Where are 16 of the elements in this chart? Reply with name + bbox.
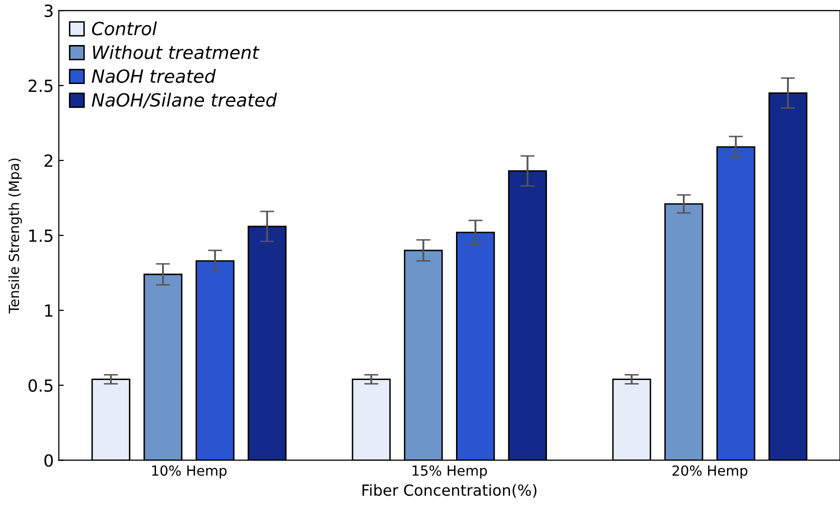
x-tick-label: 20% Hemp	[672, 465, 748, 479]
y-tick-label: 3	[44, 4, 53, 18]
y-tick-label: 1	[45, 304, 52, 317]
legend-label: NaOH treated	[92, 69, 216, 83]
y-tick-label: 2	[44, 154, 52, 167]
x-tick-label: 15% Hemp	[412, 465, 487, 479]
y-tick-label: 2.5	[28, 79, 52, 92]
y-tick-label: 0.5	[28, 379, 52, 392]
y-tick-label: 1.5	[29, 230, 52, 242]
legend-label: Without treatment	[93, 45, 260, 60]
y-tick-label: 0	[44, 454, 53, 467]
x-axis-title: Fiber Concentration(%)	[362, 484, 536, 498]
y-axis-title: Tensile Strength (Mpa)	[8, 158, 22, 314]
legend-label: NaOH/Silane treated	[92, 92, 277, 108]
x-tick-label: 10% Hemp	[152, 465, 227, 479]
legend-label: Control	[92, 21, 157, 36]
